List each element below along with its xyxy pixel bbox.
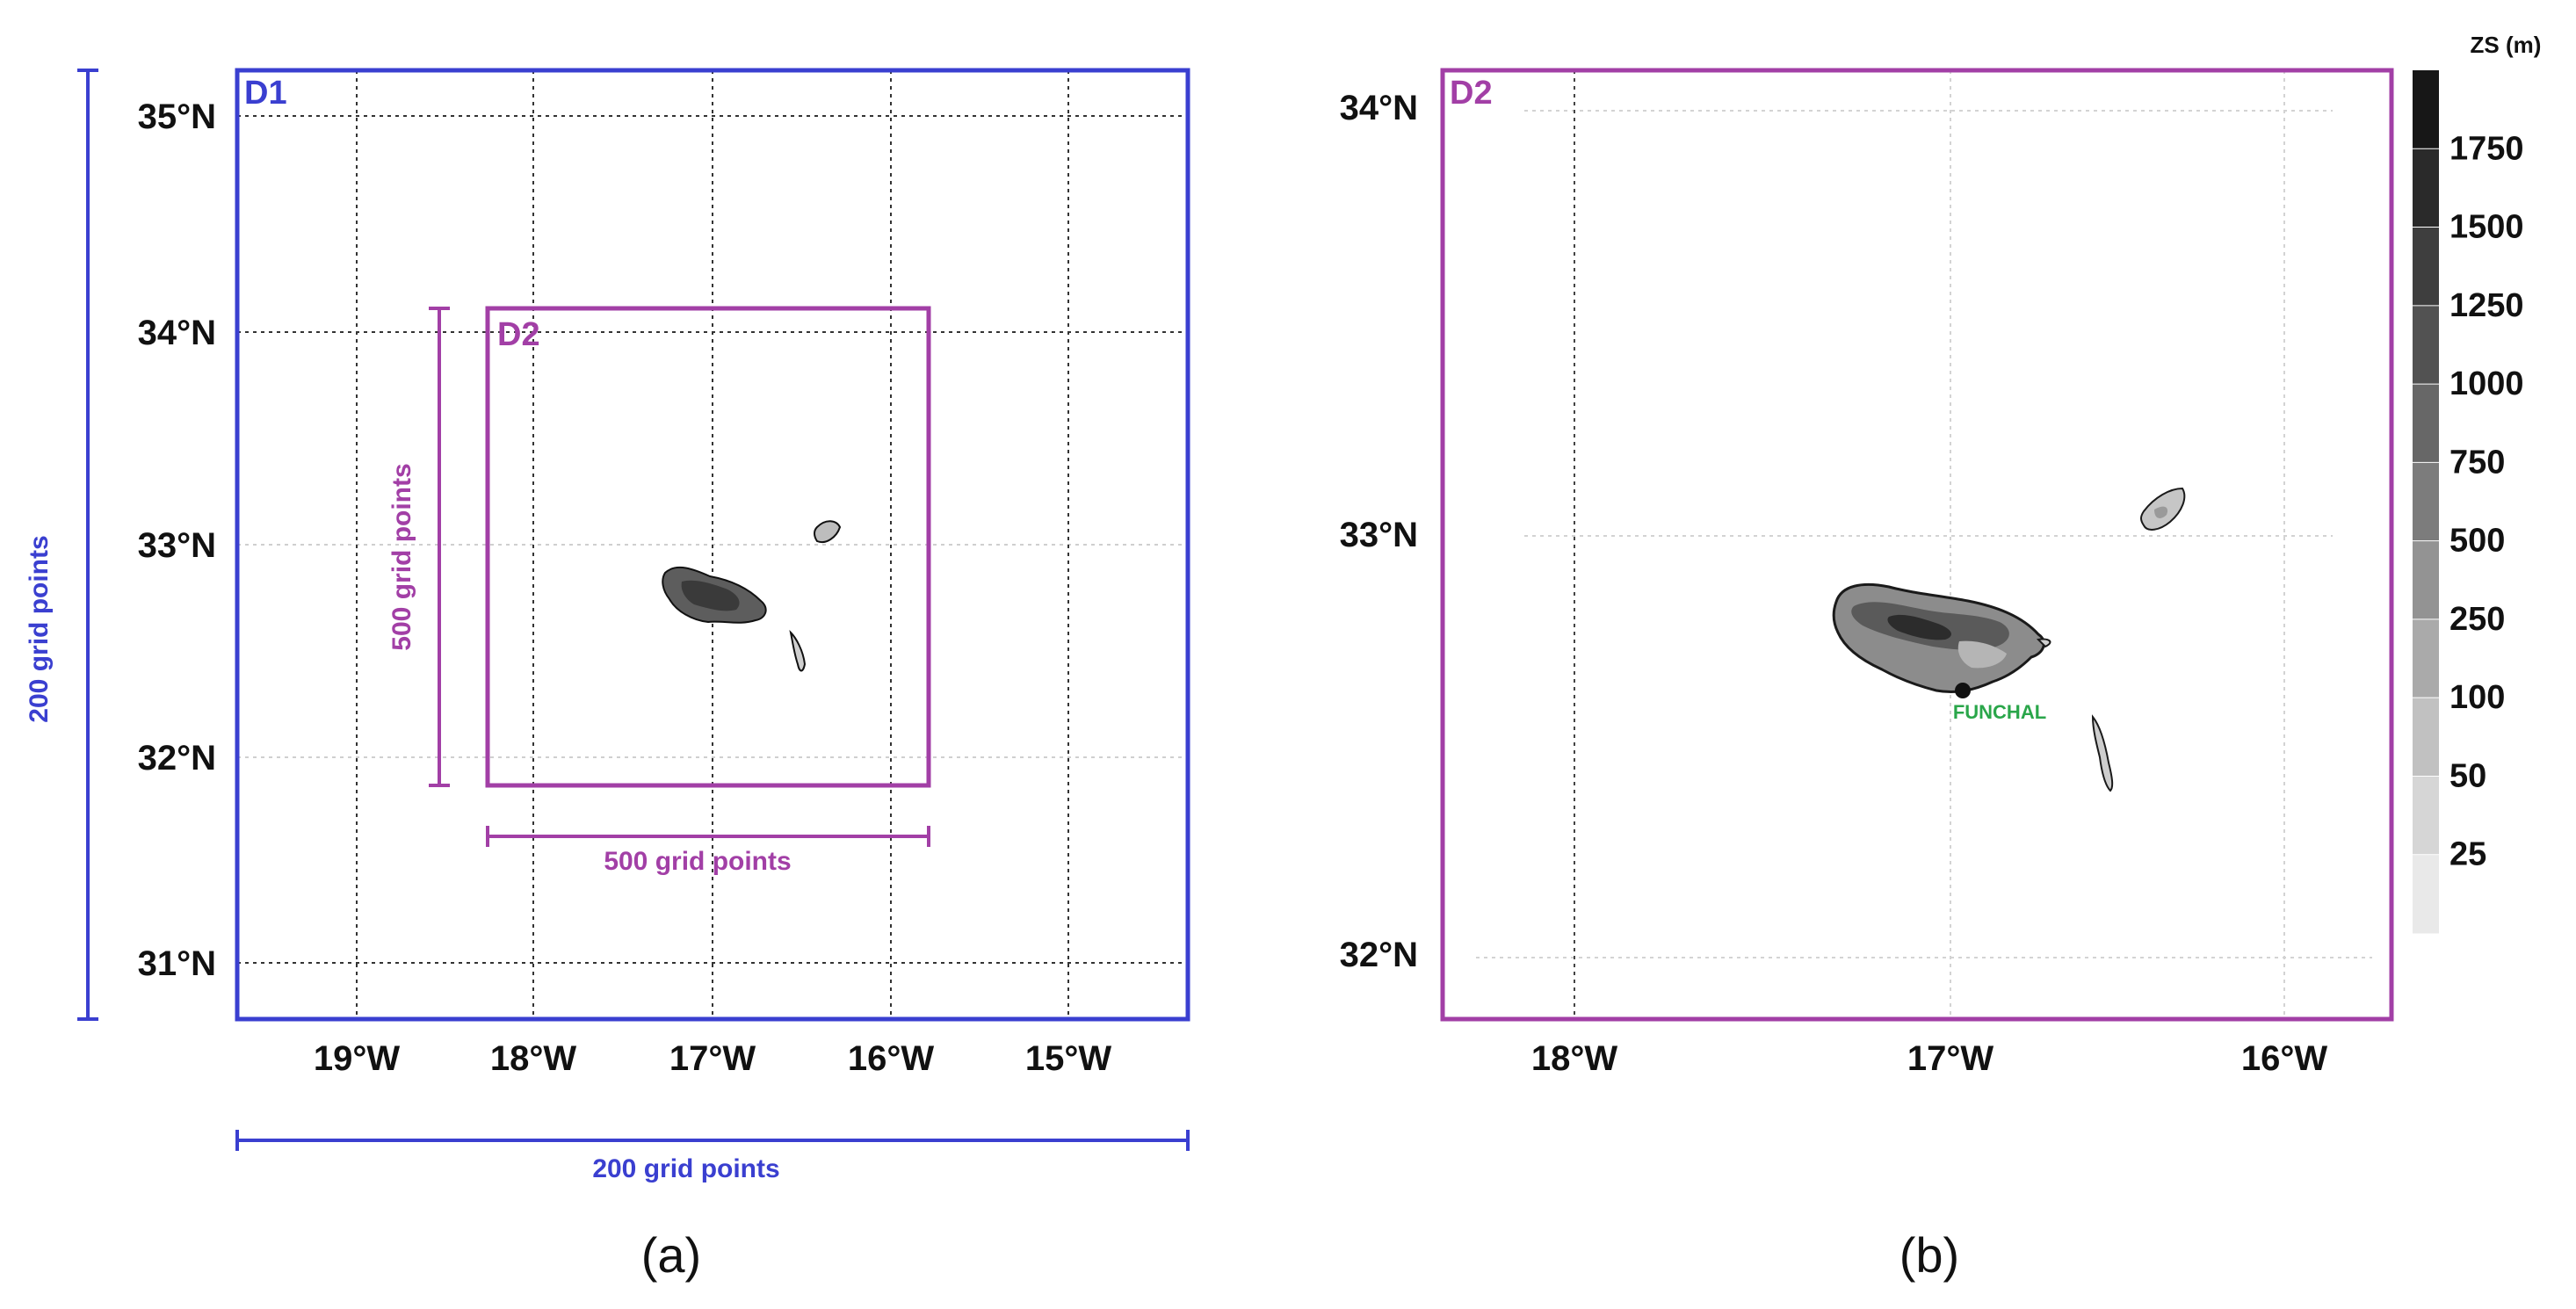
d2-horizontal-extent-label: 500 grid points [604, 847, 791, 876]
colorbar-segment [2413, 776, 2439, 856]
d2-vertical-extent-bar [429, 307, 450, 787]
panel-b-gridlines [1476, 70, 2372, 1019]
colorbar-segments [2413, 70, 2439, 934]
madeira-south-slope [1957, 640, 2007, 669]
madeira-islands-b [1832, 487, 2186, 792]
lon-label-b-16w: 16°W [2241, 1039, 2327, 1078]
madeira-peak-area [1887, 614, 1951, 640]
elevation-colorbar: ZS (m) 1750 1500 1250 1000 750 500 250 100 50 25 [2413, 32, 2541, 934]
colorbar-segment [2413, 70, 2439, 149]
lon-label-19w: 19°W [314, 1039, 400, 1078]
porto-santo-island-a [814, 520, 842, 543]
colorbar-tick-label: 1750 [2449, 130, 2524, 167]
lat-label-32n: 32°N [138, 739, 216, 777]
d1-domain-frame [235, 68, 1190, 1022]
desertas-islands-b [2091, 714, 2114, 792]
lat-label-33n: 33°N [138, 526, 216, 565]
lon-label-15w: 15°W [1025, 1039, 1111, 1078]
colorbar-segment [2413, 305, 2439, 385]
lon-label-17w: 17°W [669, 1039, 756, 1078]
d1-horizontal-extent-label: 200 grid points [592, 1154, 779, 1183]
lat-label-34n: 34°N [138, 314, 216, 352]
d1-vertical-extent-bar [77, 69, 98, 1021]
lat-label-b-32n: 32°N [1340, 936, 1418, 974]
d1-vertical-extent-label: 200 grid points [25, 535, 54, 722]
madeira-islands-a [662, 520, 842, 672]
lon-label-b-17w: 17°W [1907, 1039, 1994, 1078]
d2-domain-frame [485, 306, 931, 788]
d2-map-frame [1440, 68, 2394, 1022]
d1-horizontal-extent-bar [235, 1130, 1190, 1151]
madeira-ridge-a [681, 580, 740, 611]
colorbar-tick-label: 1000 [2449, 365, 2524, 402]
colorbar-tick-labels: 1750 1500 1250 1000 750 500 250 100 50 25 [2449, 130, 2524, 872]
panel-a-gridlines [237, 70, 1188, 1019]
colorbar-tick-label: 25 [2449, 836, 2486, 873]
funchal-marker [1955, 683, 1971, 698]
colorbar-tick-label: 1250 [2449, 287, 2524, 324]
d2-label: D2 [497, 316, 540, 353]
panel-b: D2 FUNCHAL 34°N 33°N 32°N 18°W 17°W 16°W… [1340, 32, 2542, 1283]
colorbar-segment [2413, 540, 2439, 620]
lon-label-b-18w: 18°W [1531, 1039, 1617, 1078]
lon-label-16w: 16°W [848, 1039, 934, 1078]
colorbar-tick-label: 1500 [2449, 209, 2524, 246]
lat-label-31n: 31°N [138, 944, 216, 983]
panel-a: D1 D2 35°N 34°N 33°N 32°N 31°N 19°W 18°W… [25, 68, 1190, 1283]
colorbar-segment [2413, 148, 2439, 228]
lon-label-18w: 18°W [490, 1039, 576, 1078]
colorbar-segment [2413, 854, 2439, 934]
desertas-islands-a [789, 629, 807, 672]
colorbar-segment [2413, 462, 2439, 542]
d2-horizontal-extent-bar [486, 826, 930, 847]
lat-label-35n: 35°N [138, 98, 216, 136]
madeira-east-tip [2036, 638, 2051, 648]
panel-a-caption: (a) [641, 1227, 701, 1283]
colorbar-tick-label: 100 [2449, 679, 2505, 716]
colorbar-tick-label: 500 [2449, 523, 2505, 560]
colorbar-segment [2413, 698, 2439, 777]
lat-label-b-34n: 34°N [1340, 89, 1418, 127]
d2-map-label: D2 [1450, 75, 1493, 112]
colorbar-segment [2413, 227, 2439, 307]
colorbar-segment [2413, 384, 2439, 463]
colorbar-tick-label: 250 [2449, 601, 2505, 638]
colorbar-title: ZS (m) [2471, 32, 2542, 58]
panel-b-caption: (b) [1899, 1227, 1959, 1283]
lat-label-b-33n: 33°N [1340, 516, 1418, 554]
colorbar-segment [2413, 618, 2439, 698]
funchal-label: FUNCHAL [1953, 701, 2046, 723]
porto-santo-hills [2154, 506, 2168, 518]
d2-vertical-extent-label: 500 grid points [387, 463, 416, 650]
colorbar-tick-label: 750 [2449, 444, 2505, 481]
d1-label: D1 [244, 75, 287, 112]
colorbar-tick-label: 50 [2449, 757, 2486, 794]
